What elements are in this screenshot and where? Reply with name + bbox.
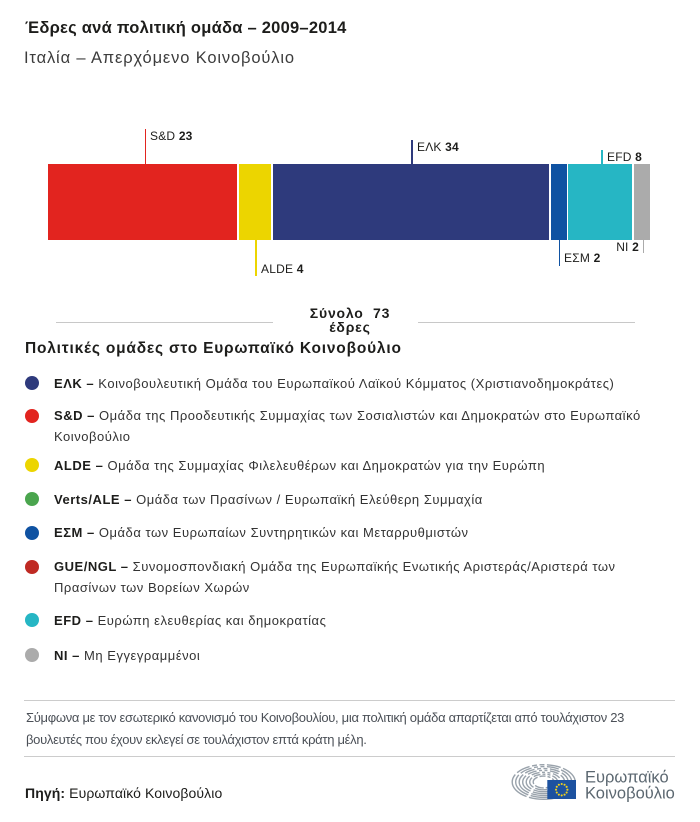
svg-text:Κοινοβούλιο: Κοινοβούλιο [585,785,675,803]
svg-text:Ευρωπαϊκό: Ευρωπαϊκό [585,769,669,787]
